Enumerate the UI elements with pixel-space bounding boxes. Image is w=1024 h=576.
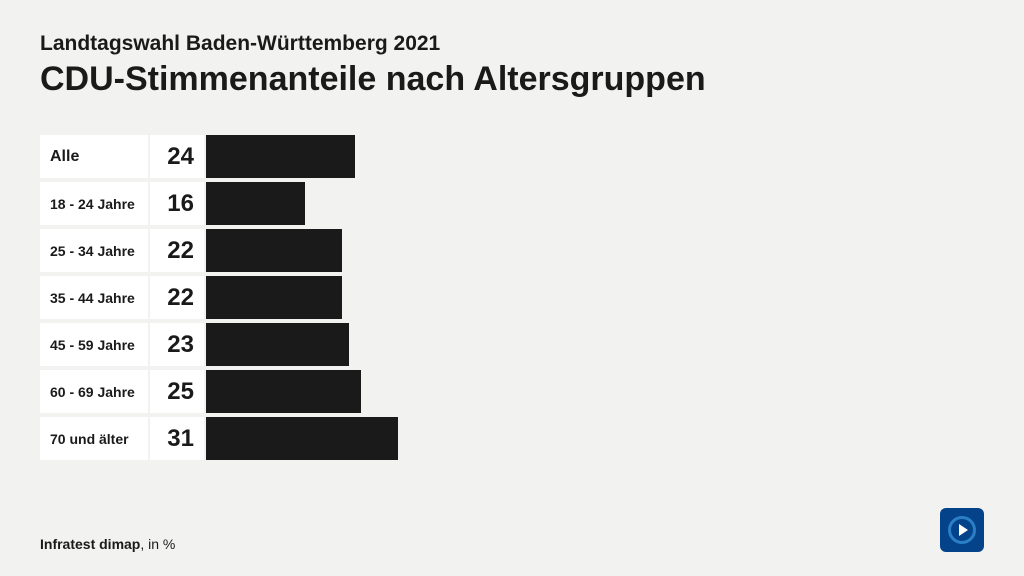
chart-title: CDU-Stimmenanteile nach Altersgruppen [40, 60, 984, 99]
row-value: 25 [150, 370, 204, 413]
bar-track [206, 370, 984, 413]
bar-track [206, 135, 984, 178]
bar-track [206, 182, 984, 225]
bar-track [206, 417, 984, 460]
bar-fill [206, 370, 361, 413]
chart-subtitle: Landtagswahl Baden-Württemberg 2021 [40, 32, 984, 56]
row-label: 18 - 24 Jahre [40, 182, 148, 225]
chart-row: 45 - 59 Jahre23 [40, 323, 984, 366]
row-label: 60 - 69 Jahre [40, 370, 148, 413]
logo-ring-icon [948, 516, 976, 544]
source-label: Infratest dimap [40, 536, 140, 552]
row-value: 24 [150, 135, 204, 178]
chart-row: 25 - 34 Jahre22 [40, 229, 984, 272]
logo-play-icon [959, 524, 968, 536]
row-value: 16 [150, 182, 204, 225]
row-label: Alle [40, 135, 148, 178]
chart-row: 60 - 69 Jahre25 [40, 370, 984, 413]
bar-fill [206, 323, 349, 366]
row-label: 70 und älter [40, 417, 148, 460]
bar-fill [206, 135, 355, 178]
broadcaster-logo [940, 508, 984, 552]
row-value: 31 [150, 417, 204, 460]
chart-row: 18 - 24 Jahre16 [40, 182, 984, 225]
bar-track [206, 276, 984, 319]
bar-track [206, 229, 984, 272]
bar-track [206, 323, 984, 366]
chart-row: 35 - 44 Jahre22 [40, 276, 984, 319]
bar-fill [206, 229, 342, 272]
row-label: 25 - 34 Jahre [40, 229, 148, 272]
bar-fill [206, 182, 305, 225]
row-label: 45 - 59 Jahre [40, 323, 148, 366]
chart-footer: Infratest dimap, in % [40, 536, 175, 552]
chart-row: 70 und älter31 [40, 417, 984, 460]
unit-label: , in % [140, 536, 175, 552]
row-label: 35 - 44 Jahre [40, 276, 148, 319]
row-value: 22 [150, 229, 204, 272]
chart-area: Alle2418 - 24 Jahre1625 - 34 Jahre2235 -… [40, 135, 984, 460]
chart-row: Alle24 [40, 135, 984, 178]
row-value: 22 [150, 276, 204, 319]
row-value: 23 [150, 323, 204, 366]
bar-fill [206, 417, 398, 460]
bar-fill [206, 276, 342, 319]
